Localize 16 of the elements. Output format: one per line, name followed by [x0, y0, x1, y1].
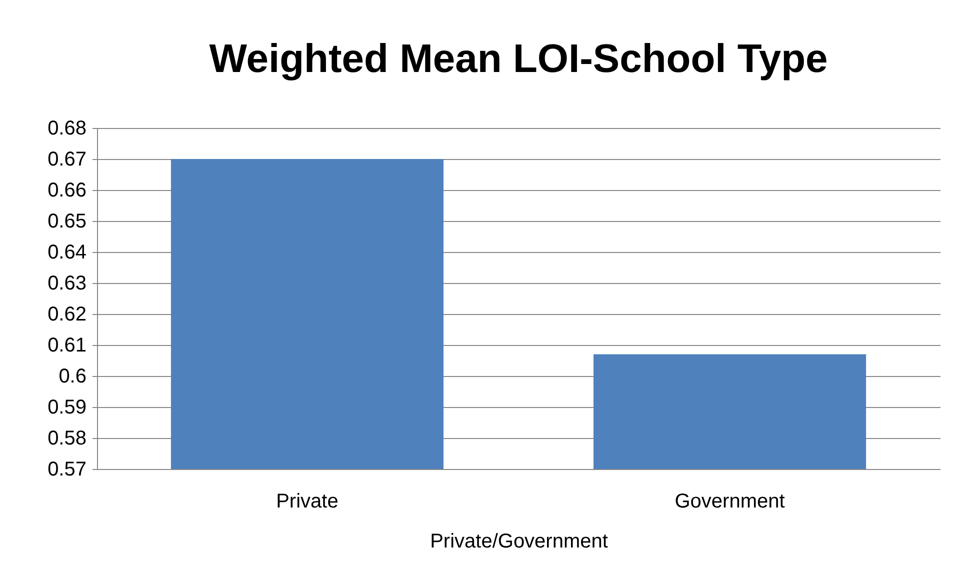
y-tick-label: 0.67 — [48, 148, 86, 170]
y-tick-label: 0.68 — [48, 118, 86, 140]
y-tick-label: 0.6 — [58, 366, 86, 388]
y-tick-label: 0.62 — [48, 304, 86, 326]
y-tick-label: 0.58 — [48, 428, 86, 450]
x-tick-label: Government — [674, 490, 786, 512]
y-tick-label: 0.61 — [48, 334, 86, 356]
y-tick-label: 0.66 — [48, 180, 86, 202]
y-tick-label: 0.64 — [48, 242, 86, 264]
x-axis-title: Private/Government — [430, 530, 608, 552]
y-tick-label: 0.57 — [48, 458, 86, 480]
y-tick-label: 0.65 — [48, 210, 86, 232]
chart-title: Weighted Mean LOI-School Type — [209, 37, 828, 81]
y-tick-label: 0.63 — [48, 272, 86, 294]
x-tick-label: Private — [276, 490, 338, 512]
y-tick-label: 0.59 — [48, 396, 86, 418]
